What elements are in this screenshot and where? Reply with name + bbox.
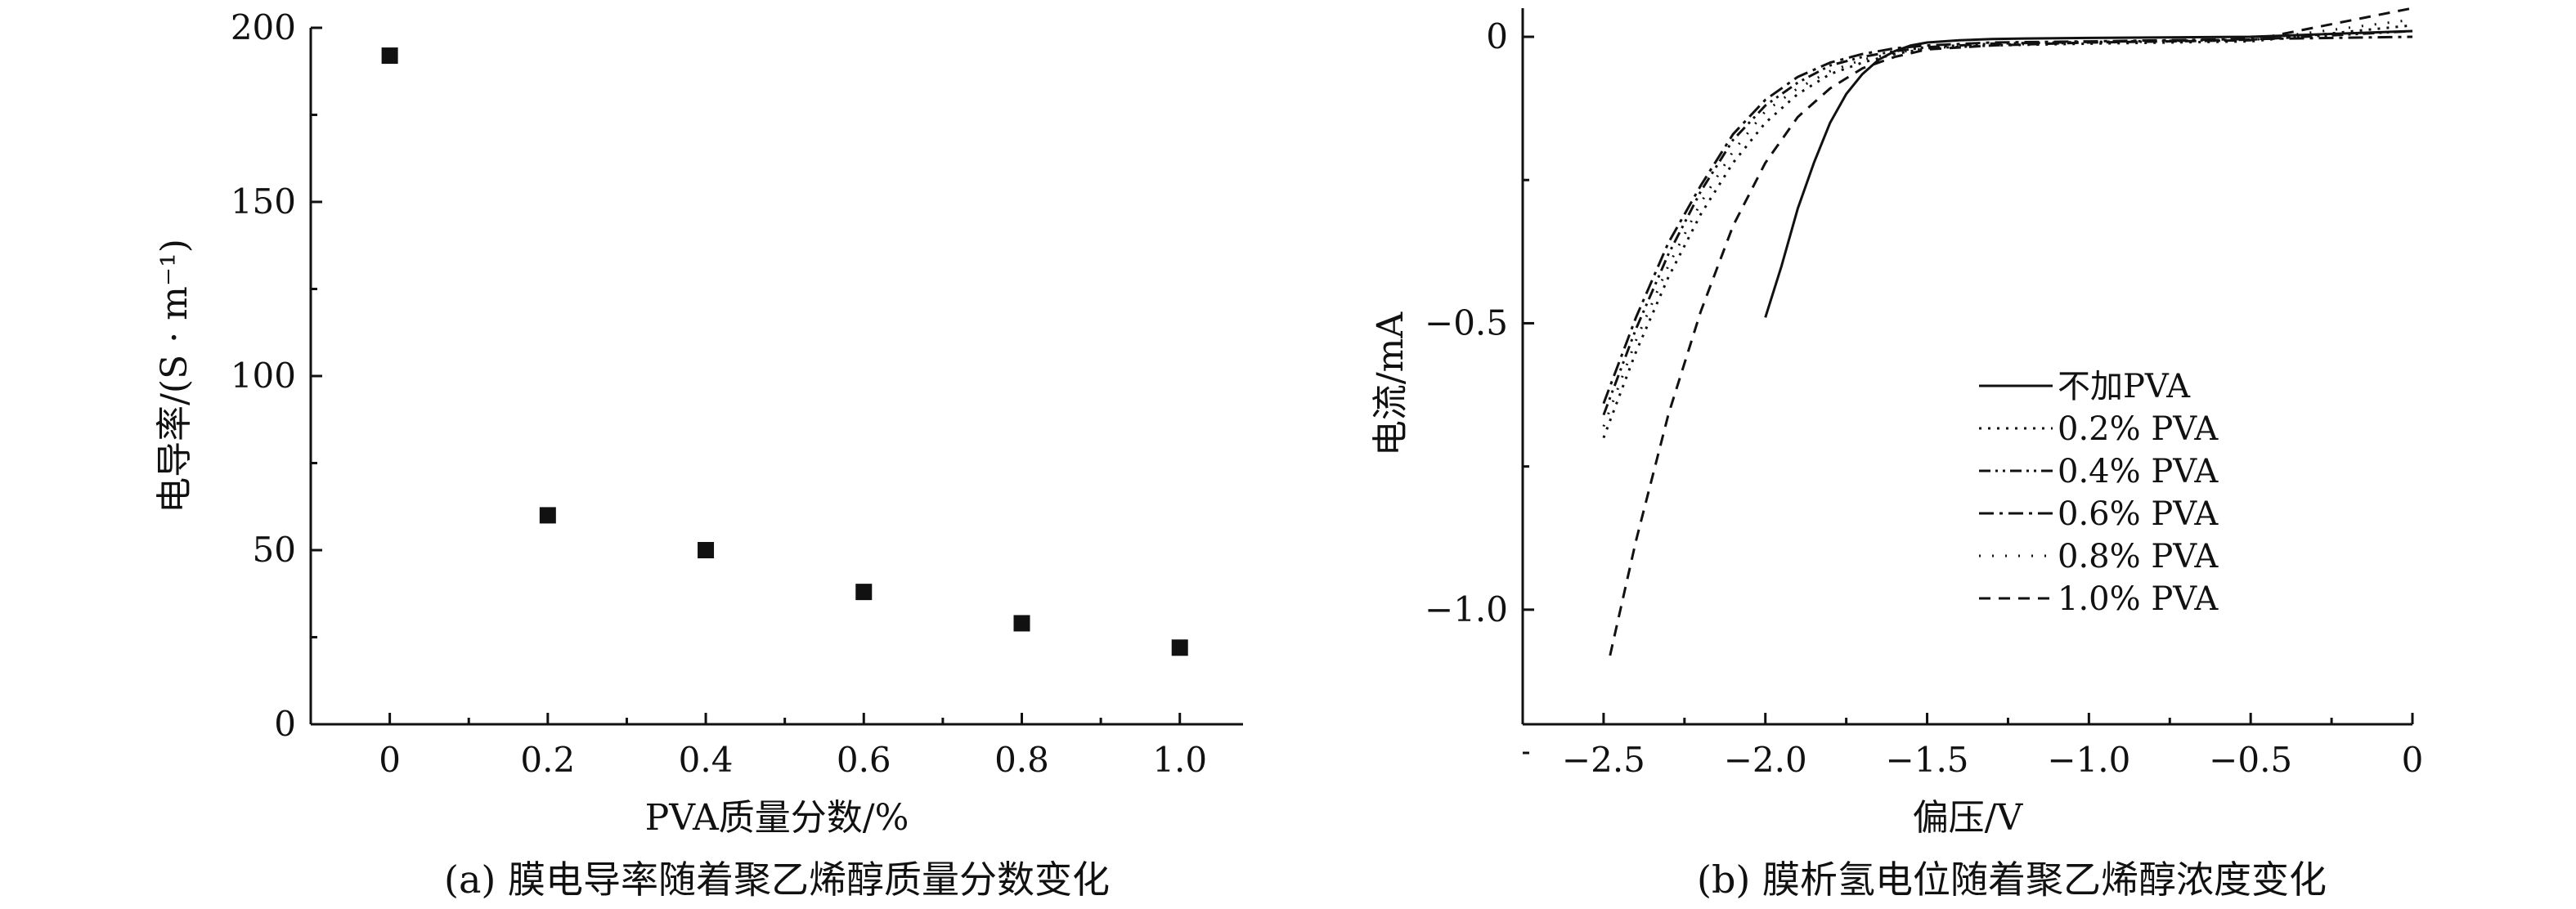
panel-b-y-tick-label: −0.5 [1425,302,1508,343]
panel-b-current-voltage-chart: −2.5 −2.0 −1.5 −1.0 −0.5 0 0 −0.5 −1.0 不加PVA 0.2… [1370,7,2423,902]
panel-b-x-axis-title: 偏压/V [1913,797,2024,839]
panel-b-series-lines [1602,7,2413,656]
panel-b-caption: (b) 膜析氢电位随着聚乙烯醇浓度变化 [1697,858,2327,902]
panel-b-series-line [1602,29,2413,416]
panel-a-data-point [1171,639,1188,656]
panel-b-series-line [1602,24,2413,439]
panel-a-caption: (a) 膜电导率随着聚乙烯醇质量分数变化 [444,858,1110,902]
panel-a-data-points [381,47,1188,656]
panel-a-x-ticks: 0 0.2 0.4 0.6 0.8 1.0 [379,713,1207,780]
panel-a-x-tick-label: 0 [379,740,401,780]
panel-b-x-tick-label: 0 [2402,740,2424,780]
panel-b-x-tick-label: −2.5 [1562,740,1645,780]
panel-a-data-point [381,47,398,65]
panel-a-data-point [1013,615,1030,632]
panel-b-legend-label: 0.2% PVA [2058,410,2219,448]
panel-b-y-tick-label: 0 [1486,16,1508,56]
panel-a-x-tick-label: 0.8 [994,740,1049,780]
panel-b-series-line [1602,35,2413,405]
panel-b-x-tick-label: −0.5 [2209,740,2292,780]
panel-b-y-axis-title: 电流/mA [1370,311,1411,457]
panel-b-y-ticks: 0 −0.5 −1.0 [1425,16,1534,755]
panel-b-x-tick-label: −1.0 [2047,740,2130,780]
panel-b-series-line [1764,29,2413,318]
panel-b-series-line [1602,18,2413,428]
panel-a-x-tick-label: 0.4 [679,740,734,780]
panel-b-x-tick-label: −2.0 [1724,740,1807,780]
panel-b-legend-label: 0.6% PVA [2058,495,2219,533]
panel-a-x-tick-label: 1.0 [1152,740,1207,780]
panel-b-x-ticks: −2.5 −2.0 −1.5 −1.0 −0.5 0 [1562,713,2423,780]
panel-b-legend-label: 1.0% PVA [2058,580,2219,618]
panel-a-y-tick-label: 150 [231,181,296,222]
panel-a-y-ticks: 0 50 100 150 200 [231,7,322,744]
panel-a-y-tick-label: 200 [231,7,296,47]
panel-a-y-tick-label: 100 [231,356,296,396]
panel-a-y-tick-label: 0 [274,704,296,744]
panel-b-legend-label: 0.8% PVA [2058,538,2219,575]
panel-a-data-point [698,542,715,558]
panel-b-legend: 不加PVA 0.2% PVA 0.4% PVA 0.6% PVA 0.8% PVA 1.0… [1979,368,2219,618]
panel-b-legend-label: 0.4% PVA [2058,453,2219,490]
panel-a-data-point [539,507,556,524]
panel-a-x-tick-label: 0.6 [837,740,891,780]
panel-b-y-tick-label: −1.0 [1425,589,1508,629]
panel-a-x-axis-title: PVA质量分数/% [645,797,909,839]
panel-b-legend-label: 不加PVA [2058,368,2191,405]
panel-a-y-axis-title: 电导率/(S · m⁻¹) [154,239,195,513]
panel-a-y-tick-label: 50 [253,530,296,570]
panel-a-x-tick-label: 0.2 [520,740,575,780]
panel-b-series-line [1609,7,2413,656]
panel-b-x-tick-label: −1.5 [1886,740,1969,780]
panel-a-data-point [855,584,873,601]
